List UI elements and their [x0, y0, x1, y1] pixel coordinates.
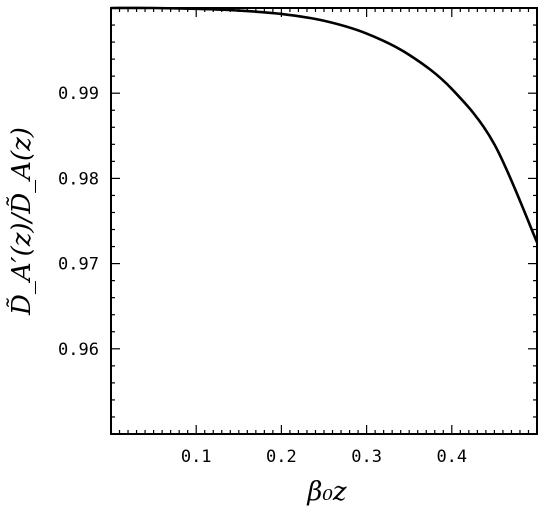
- y-tick-label: 0.98: [58, 169, 99, 189]
- x-tick-label: 0.4: [436, 447, 467, 467]
- x-tick-label: 0.1: [181, 447, 212, 467]
- tick-labels: 0.1 0.2 0.3 0.4 0.96 0.97 0.98 0.99: [58, 84, 467, 467]
- y-tick-label: 0.97: [58, 255, 99, 275]
- y-tick-label: 0.96: [58, 340, 99, 360]
- x-tick-label: 0.3: [351, 447, 382, 467]
- series-line: [110, 6, 539, 243]
- x-axis-label: β₀z: [306, 477, 346, 507]
- ticks: [111, 8, 537, 434]
- x-tick-label: 0.2: [266, 447, 297, 467]
- y-tick-label: 0.99: [58, 84, 99, 104]
- plot-frame: [110, 7, 538, 435]
- y-axis-label: D̃_A′(z)/D̃_A(z): [6, 127, 37, 316]
